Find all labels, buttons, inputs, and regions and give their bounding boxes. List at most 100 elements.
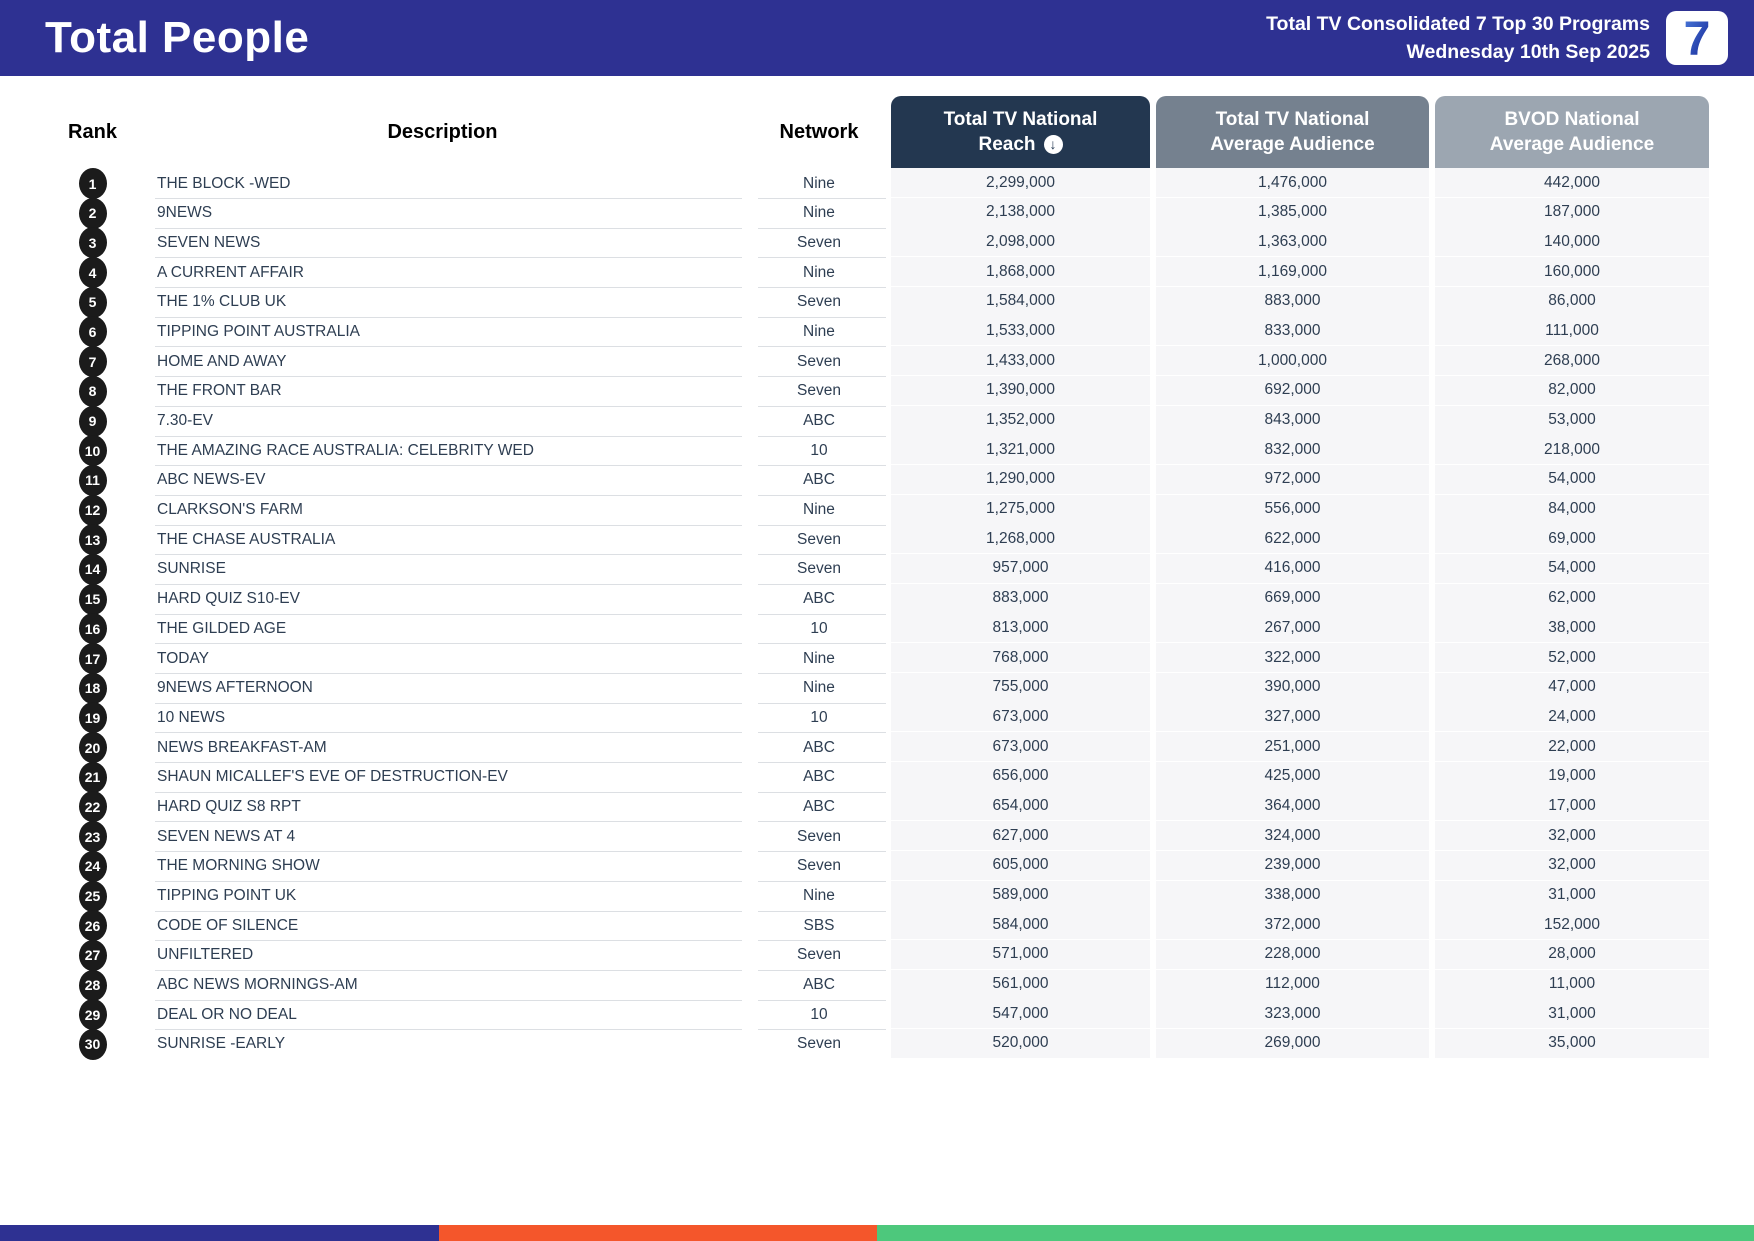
bvod-audience-value: 11,000: [1435, 969, 1709, 1001]
program-description: HARD QUIZ S10-EV: [135, 584, 750, 615]
reach-value: 561,000: [891, 969, 1150, 1001]
bvod-audience-value: 47,000: [1435, 672, 1709, 704]
table-row: 15 HARD QUIZ S10-EV ABC 883,000 669,000 …: [50, 583, 1712, 615]
bvod-audience-value: 82,000: [1435, 375, 1709, 407]
avg-audience-value: 323,000: [1156, 999, 1429, 1031]
reach-value: 673,000: [891, 702, 1150, 734]
footer-color-bar: [0, 1225, 1754, 1241]
program-description: SHAUN MICALLEF'S EVE OF DESTRUCTION-EV: [135, 762, 750, 793]
program-description: TODAY: [135, 643, 750, 674]
network-label: Nine: [750, 316, 888, 348]
table-row: 28 ABC NEWS MORNINGS-AM ABC 561,000 112,…: [50, 969, 1712, 1001]
rank-badge: 16: [78, 613, 107, 645]
network-label: 10: [750, 999, 888, 1031]
program-description: THE CHASE AUSTRALIA: [135, 524, 750, 556]
reach-value: 1,321,000: [891, 435, 1150, 467]
program-description: THE FRONT BAR: [135, 376, 750, 407]
avg-audience-value: 228,000: [1156, 939, 1429, 971]
program-description: THE AMAZING RACE AUSTRALIA: CELEBRITY WE…: [135, 435, 750, 467]
network-label: Seven: [750, 821, 888, 853]
top-30-table: Rank Description Network Total TV Nation…: [0, 96, 1754, 1060]
network-label: Nine: [750, 881, 888, 912]
rank-badge: 4: [78, 257, 107, 289]
avg-audience-value: 972,000: [1156, 464, 1429, 496]
network-label: Nine: [750, 168, 888, 199]
reach-value: 2,098,000: [891, 227, 1150, 259]
avg-audience-value: 833,000: [1156, 316, 1429, 348]
avg-audience-value: 338,000: [1156, 880, 1429, 912]
footer-green-segment: [877, 1225, 1754, 1241]
column-header-bvod-average-audience: BVOD National Average Audience: [1435, 96, 1709, 168]
reach-value: 2,299,000: [891, 168, 1150, 199]
network-label: ABC: [750, 584, 888, 615]
rank-badge: 23: [78, 821, 107, 853]
table-row: 8 THE FRONT BAR Seven 1,390,000 692,000 …: [50, 375, 1712, 407]
rank-badge: 17: [78, 643, 107, 674]
column-header-total-tv-reach[interactable]: Total TV National Reach ↓: [891, 96, 1150, 168]
avg-audience-value: 883,000: [1156, 286, 1429, 318]
bvod-audience-value: 32,000: [1435, 850, 1709, 882]
program-description: NEWS BREAKFAST-AM: [135, 732, 750, 764]
bvod-audience-value: 218,000: [1435, 435, 1709, 467]
reach-value: 768,000: [891, 643, 1150, 674]
network-label: ABC: [750, 791, 888, 823]
reach-value: 656,000: [891, 761, 1150, 793]
rank-badge: 10: [78, 435, 107, 467]
program-description: 10 NEWS: [135, 702, 750, 734]
program-description: HARD QUIZ S8 RPT: [135, 791, 750, 823]
program-description: ABC NEWS MORNINGS-AM: [135, 970, 750, 1001]
bvod-audience-value: 140,000: [1435, 227, 1709, 259]
bvod-audience-value: 17,000: [1435, 791, 1709, 823]
avg-audience-value: 1,385,000: [1156, 197, 1429, 229]
seven-logo-icon: 7: [1684, 15, 1711, 61]
program-description: HOME AND AWAY: [135, 346, 750, 378]
program-description: CLARKSON'S FARM: [135, 495, 750, 526]
rank-badge: 2: [78, 197, 107, 229]
avg-audience-value: 416,000: [1156, 553, 1429, 585]
bvod-audience-value: 84,000: [1435, 494, 1709, 526]
reach-value: 520,000: [891, 1028, 1150, 1060]
avg-audience-value: 322,000: [1156, 643, 1429, 674]
footer-orange-segment: [438, 1225, 877, 1241]
table-row: 10 THE AMAZING RACE AUSTRALIA: CELEBRITY…: [50, 435, 1712, 467]
avg-audience-value: 324,000: [1156, 821, 1429, 853]
rank-badge: 28: [78, 969, 107, 1001]
table-row: 27 UNFILTERED Seven 571,000 228,000 28,0…: [50, 939, 1712, 971]
rank-badge: 6: [78, 316, 107, 348]
bvod-audience-value: 38,000: [1435, 613, 1709, 645]
network-label: Nine: [750, 673, 888, 704]
program-description: SUNRISE: [135, 554, 750, 585]
rank-badge: 26: [78, 910, 107, 942]
reach-value: 571,000: [891, 939, 1150, 971]
table-row: 2 9NEWS Nine 2,138,000 1,385,000 187,000: [50, 197, 1712, 229]
reach-value: 957,000: [891, 553, 1150, 585]
network-label: 10: [750, 613, 888, 645]
network-label: Seven: [750, 346, 888, 378]
reach-value: 654,000: [891, 791, 1150, 823]
avg-audience-value: 1,476,000: [1156, 168, 1429, 199]
rank-badge: 5: [78, 286, 107, 318]
bvod-audience-value: 54,000: [1435, 553, 1709, 585]
table-row: 12 CLARKSON'S FARM Nine 1,275,000 556,00…: [50, 494, 1712, 526]
avg-audience-value: 390,000: [1156, 672, 1429, 704]
table-row: 9 7.30-EV ABC 1,352,000 843,000 53,000: [50, 405, 1712, 437]
network-label: ABC: [750, 406, 888, 437]
avg-audience-value: 692,000: [1156, 375, 1429, 407]
rank-badge: 12: [78, 494, 107, 526]
rank-badge: 14: [78, 553, 107, 585]
program-description: THE 1% CLUB UK: [135, 287, 750, 318]
rank-badge: 13: [78, 524, 107, 556]
table-row: 3 SEVEN NEWS Seven 2,098,000 1,363,000 1…: [50, 227, 1712, 259]
column-header-description: Description: [387, 120, 498, 143]
program-description: 9NEWS: [135, 198, 750, 229]
network-label: Seven: [750, 376, 888, 407]
avg-audience-value: 843,000: [1156, 405, 1429, 437]
rank-badge: 1: [78, 168, 107, 199]
program-description: SEVEN NEWS: [135, 227, 750, 259]
avg-audience-value: 832,000: [1156, 435, 1429, 467]
reach-value: 883,000: [891, 583, 1150, 615]
table-row: 4 A CURRENT AFFAIR Nine 1,868,000 1,169,…: [50, 257, 1712, 289]
reach-value: 547,000: [891, 999, 1150, 1031]
reach-value: 813,000: [891, 613, 1150, 645]
network-label: Nine: [750, 198, 888, 229]
